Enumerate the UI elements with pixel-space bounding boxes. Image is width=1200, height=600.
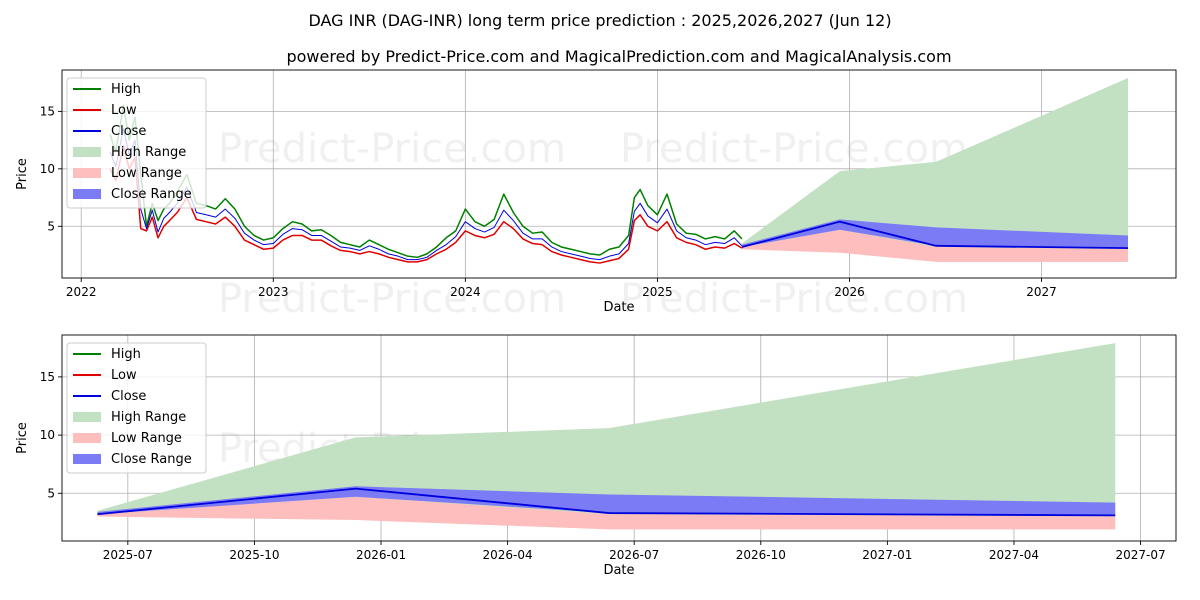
x-tick-label: 2026-10	[736, 548, 786, 562]
plot-frame	[61, 334, 1177, 542]
y-tick-label: 10	[40, 428, 55, 442]
x-tick-label: 2027-01	[862, 548, 912, 562]
close-range-band	[97, 486, 1116, 516]
watermark-text: Predict-Price.com	[218, 276, 566, 322]
chart-title: DAG INR (DAG-INR) long term price predic…	[308, 11, 891, 30]
top-panel-history-and-forecast: Predict-Price.com Predict-Price.com Predic…	[15, 69, 1177, 322]
legend-label: High	[111, 347, 141, 362]
watermark-text: Predict-Price.com	[620, 126, 968, 172]
x-axis-label: Date	[603, 300, 634, 315]
legend-box	[66, 77, 207, 209]
chart-subtitle: powered by Predict-Price.com and Magical…	[286, 47, 951, 66]
legend-label: Low Range	[111, 431, 182, 446]
bottom-panel-forecast-detail: Predict-Price.comPredict-Price.com2025-0…	[15, 334, 1177, 578]
legend-swatch-low-range	[73, 433, 101, 443]
legend-label: Close Range	[111, 452, 192, 467]
x-tick-label: 2026-01	[356, 548, 406, 562]
legend-label: High Range	[111, 410, 186, 425]
x-tick-label: 2025	[642, 285, 673, 299]
x-tick-label: 2023	[258, 285, 289, 299]
x-tick-label: 2025-10	[229, 548, 279, 562]
x-tick-label: 2026-07	[609, 548, 659, 562]
low-range-band	[741, 229, 1128, 262]
legend-swatch-high-range	[73, 147, 101, 157]
low-range-band	[97, 496, 1116, 530]
x-tick-label: 2027-04	[989, 548, 1039, 562]
y-tick-label: 15	[40, 370, 55, 384]
legend-swatch-close-range	[73, 189, 101, 199]
y-tick-label: 5	[47, 486, 55, 500]
x-tick-label: 2025-07	[103, 548, 153, 562]
forecast-close-line	[97, 487, 1116, 517]
y-tick-label: 5	[47, 219, 55, 233]
legend-label: Close	[111, 124, 146, 139]
legend-swatch-high-range	[73, 412, 101, 422]
y-axis-label: Price	[15, 422, 30, 454]
legend-label: Close	[111, 389, 146, 404]
y-tick-label: 15	[40, 104, 55, 118]
high-range-band	[741, 78, 1128, 262]
legend-label: Low	[111, 368, 137, 383]
legend-label: Low	[111, 103, 137, 118]
watermark-text: Predict-Price.com	[218, 126, 566, 172]
legend-swatch-low-range	[73, 168, 101, 178]
legend-label: Low Range	[111, 166, 182, 181]
forecast-close-line	[741, 220, 1128, 250]
legend-box	[66, 342, 207, 474]
legend-label: Close Range	[111, 187, 192, 202]
x-tick-label: 2026-04	[483, 548, 533, 562]
y-axis-label: Price	[15, 158, 30, 190]
y-tick-label: 10	[40, 162, 55, 176]
legend-swatch-close-range	[73, 454, 101, 464]
x-tick-label: 2022	[66, 285, 97, 299]
legend-label: High	[111, 82, 141, 97]
high-range-band	[97, 343, 1116, 530]
legend-label: High Range	[111, 145, 186, 160]
x-tick-label: 2026	[834, 285, 865, 299]
watermark-text: Predict-Price.com	[620, 276, 968, 322]
close-range-band	[741, 219, 1128, 249]
x-axis-label: Date	[603, 563, 634, 578]
x-tick-label: 2024	[450, 285, 481, 299]
x-tick-label: 2027-07	[1115, 548, 1165, 562]
plot-frame	[61, 69, 1177, 279]
x-tick-label: 2027	[1026, 285, 1057, 299]
